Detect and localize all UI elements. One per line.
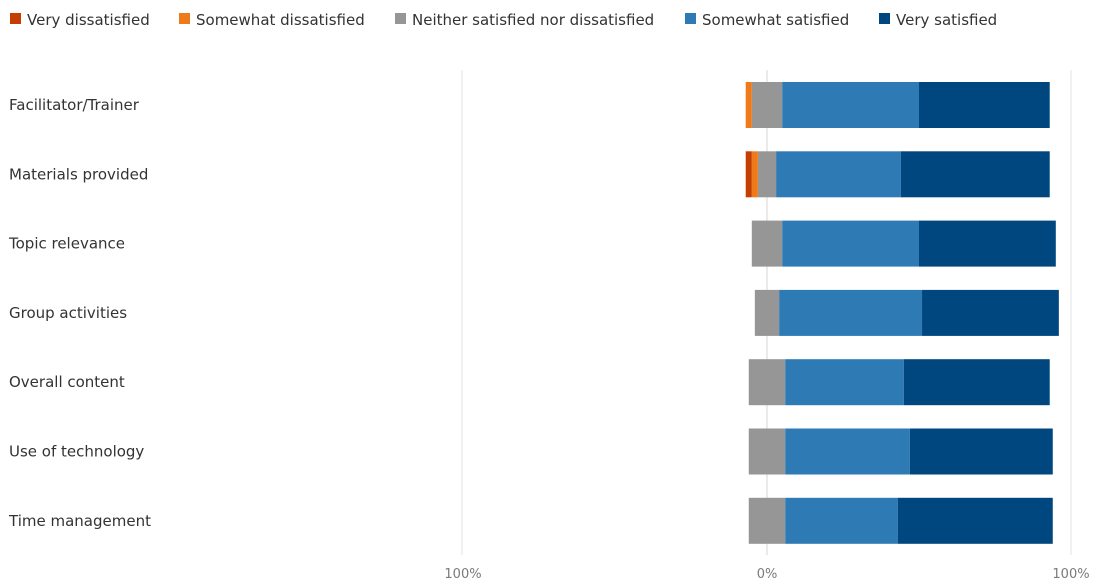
bar-segment-very-satisfied [919,220,1056,267]
category-label: Facilitator/Trainer [9,96,140,114]
bar-segment-very-satisfied [900,151,1050,198]
category-label: Group activities [9,304,127,322]
bar-segment-somewhat-satisfied [779,289,923,336]
category-label: Time management [8,512,151,530]
x-tick-label: 100% [1052,567,1089,582]
legend-label-very-dissatisfied: Very dissatisfied [27,11,150,29]
legend-label-neither-satisfied-nor-dissatisfied: Neither satisfied nor dissatisfied [412,11,654,29]
bar-segment-somewhat-satisfied [776,151,901,198]
bar-segment-somewhat-satisfied [782,220,919,267]
bar-segment-somewhat-satisfied [782,82,919,128]
bar-segment-somewhat-dissatisfied [745,82,752,128]
bar-segment-very-satisfied [903,359,1050,406]
legend-label-somewhat-satisfied: Somewhat satisfied [702,11,849,29]
x-tick-label: 100% [444,567,481,582]
legend-swatch-somewhat-dissatisfied [179,13,190,24]
bar-segment-neither-satisfied-nor-dissatisfied [748,428,786,475]
bar-segment-neither-satisfied-nor-dissatisfied [748,497,786,544]
legend-swatch-very-dissatisfied [10,13,21,24]
bar-segment-neither-satisfied-nor-dissatisfied [754,289,780,336]
bar-segment-somewhat-satisfied [785,359,904,406]
legend-swatch-very-satisfied [879,13,890,24]
legend-swatch-somewhat-satisfied [685,13,696,24]
bar-segment-very-satisfied [909,428,1053,475]
category-label: Topic relevance [8,235,125,253]
bar-segment-somewhat-dissatisfied [751,151,758,198]
x-tick-label: 0% [757,567,778,582]
bar-segment-very-satisfied [922,289,1059,336]
category-label: Materials provided [9,165,148,183]
bar-segment-very-satisfied [897,497,1053,544]
legend-swatch-neither-satisfied-nor-dissatisfied [395,13,406,24]
category-label: Overall content [9,373,125,391]
bar-segment-neither-satisfied-nor-dissatisfied [751,82,783,128]
bar-segment-somewhat-satisfied [785,428,910,475]
bar-segment-neither-satisfied-nor-dissatisfied [748,359,786,406]
bar-segment-very-dissatisfied [745,151,752,198]
bar-segment-very-satisfied [919,82,1050,128]
legend-label-very-satisfied: Very satisfied [896,11,997,29]
bar-segment-neither-satisfied-nor-dissatisfied [751,220,783,267]
category-label: Use of technology [9,443,144,461]
legend-label-somewhat-dissatisfied: Somewhat dissatisfied [196,11,365,29]
bar-segment-neither-satisfied-nor-dissatisfied [757,151,777,198]
bar-segment-somewhat-satisfied [785,497,898,544]
